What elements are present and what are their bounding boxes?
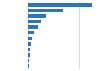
Bar — [28, 31, 34, 34]
Bar — [28, 64, 29, 68]
Bar — [28, 20, 41, 23]
Bar — [28, 9, 63, 12]
Bar — [28, 25, 38, 29]
Bar — [28, 59, 29, 62]
Bar — [28, 48, 30, 51]
Bar — [28, 3, 92, 7]
Bar — [28, 37, 32, 40]
Bar — [28, 53, 30, 57]
Bar — [28, 42, 31, 46]
Bar — [28, 14, 46, 18]
